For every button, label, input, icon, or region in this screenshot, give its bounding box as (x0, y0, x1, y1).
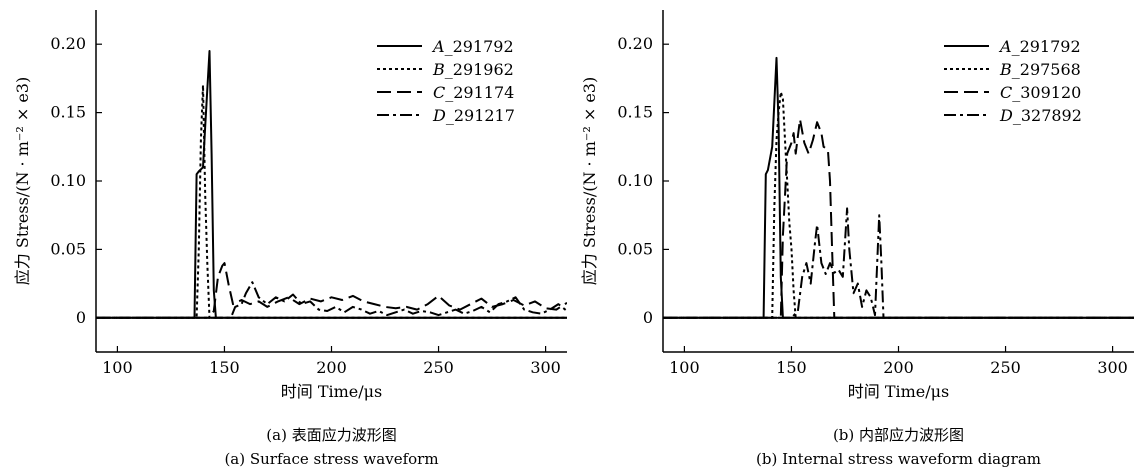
figure-a: 100 150 200 250 300 0 0.05 0.10 0.15 0.20 时间 Time/… (0, 0, 567, 470)
y-tick-label: 0.10 (617, 171, 653, 190)
series-line-d-327892 (663, 207, 1134, 319)
legend-label: A_291792 (431, 37, 514, 56)
figure-b: 100 150 200 250 300 0 0.05 0.10 0.15 0.20 时间 Time/… (567, 0, 1134, 470)
caption-en: (b) Internal stress waveform diagram (756, 450, 1041, 468)
legend-label: B_291962 (432, 60, 514, 79)
caption-cn: (b) 内部应力波形图 (833, 426, 964, 444)
y-axis-label: 应力 Stress/(N · m⁻² × e3) (13, 77, 32, 285)
x-tick-label: 100 (102, 358, 133, 377)
plot-area (96, 50, 567, 319)
x-tick-label: 250 (990, 358, 1021, 377)
legend-label: B_297568 (999, 60, 1081, 79)
legend-label: C_309120 (1000, 83, 1081, 102)
x-axis-label: 时间 Time/μs (848, 382, 950, 401)
x-axis-label: 时间 Time/μs (281, 382, 383, 401)
x-tick-label: 150 (776, 358, 807, 377)
internal-stress-chart: 100 150 200 250 300 0 0.05 0.10 0.15 0.20 时间 Time/… (580, 10, 1134, 468)
legend-label: D_327892 (999, 106, 1082, 125)
y-tick-label: 0.05 (50, 239, 86, 258)
y-tick-label: 0.20 (50, 34, 86, 53)
y-tick-label: 0.05 (617, 239, 653, 258)
y-tick-label: 0 (76, 308, 86, 327)
legend-label: C_291174 (433, 83, 514, 102)
legend-label: A_291792 (998, 37, 1081, 56)
legend: A_291792 B_291962 C_291174 D_291217 (377, 37, 515, 125)
surface-stress-chart: 100 150 200 250 300 0 0.05 0.10 0.15 0.20 时间 Time/… (13, 10, 567, 468)
y-tick-label: 0 (643, 308, 653, 327)
caption-en: (a) Surface stress waveform (224, 450, 438, 468)
caption-cn: (a) 表面应力波形图 (266, 426, 396, 444)
x-tick-label: 200 (316, 358, 347, 377)
x-tick-label: 250 (423, 358, 454, 377)
y-tick-label: 0.10 (50, 171, 86, 190)
x-tick-label: 300 (1097, 358, 1128, 377)
plot-area (663, 56, 1134, 319)
series-line-a-291792 (663, 56, 1134, 319)
series-line-d-291217 (96, 281, 567, 319)
y-tick-label: 0.15 (50, 103, 86, 122)
series-line-b-297568 (663, 91, 1134, 319)
y-tick-label: 0.20 (617, 34, 653, 53)
x-tick-label: 200 (883, 358, 914, 377)
x-tick-label: 300 (530, 358, 561, 377)
y-axis-label: 应力 Stress/(N · m⁻² × e3) (580, 77, 599, 285)
series-line-b-291962 (96, 84, 567, 319)
series-line-c-309120 (663, 118, 1134, 319)
x-tick-label: 100 (669, 358, 700, 377)
legend-label: D_291217 (432, 106, 515, 125)
y-tick-label: 0.15 (617, 103, 653, 122)
legend: A_291792 B_297568 C_309120 D_327892 (944, 37, 1082, 125)
x-tick-label: 150 (209, 358, 240, 377)
